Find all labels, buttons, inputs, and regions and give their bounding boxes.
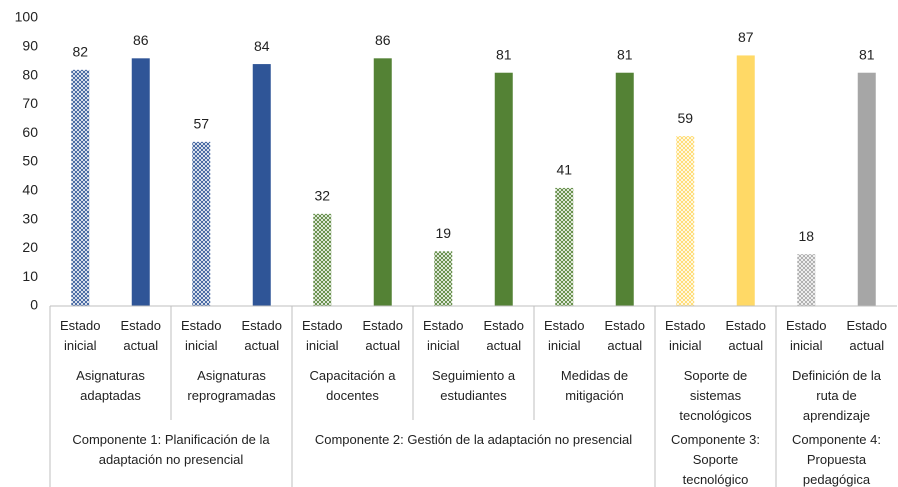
x-tick-label: Estado inicial bbox=[544, 318, 585, 353]
x-tick-label: Estado inicial bbox=[665, 318, 706, 353]
y-tick-label: 0 bbox=[30, 297, 38, 313]
bar bbox=[192, 141, 211, 306]
data-label: 87 bbox=[738, 29, 754, 45]
y-tick-label: 90 bbox=[22, 38, 38, 54]
y-tick-label: 50 bbox=[22, 153, 38, 169]
y-tick-label: 60 bbox=[22, 124, 38, 140]
x-tick-label: Estado actual bbox=[120, 318, 161, 353]
data-label: 86 bbox=[375, 32, 391, 48]
x-tick-label: Estado inicial bbox=[181, 318, 222, 353]
y-tick-label: 80 bbox=[22, 66, 38, 82]
data-label: 81 bbox=[496, 46, 512, 62]
x-tick-label: Estado actual bbox=[483, 318, 524, 353]
x-tick-label: Estado inicial bbox=[786, 318, 827, 353]
data-label: 59 bbox=[677, 110, 693, 126]
bar bbox=[555, 187, 574, 306]
y-tick-label: 10 bbox=[22, 268, 38, 284]
component-label: Componente 4: Propuesta pedagógica bbox=[792, 432, 881, 487]
bar bbox=[434, 251, 453, 306]
y-tick-label: 20 bbox=[22, 239, 38, 255]
subgroup-label: Definición de la ruta de aprendizaje bbox=[792, 368, 881, 423]
subgroup-label: Asignaturas reprogramadas bbox=[187, 368, 276, 403]
data-label: 32 bbox=[314, 188, 330, 204]
component-label: Componente 3: Soporte tecnológico bbox=[671, 432, 760, 487]
bar bbox=[71, 69, 90, 306]
bar bbox=[494, 72, 513, 306]
data-label: 81 bbox=[859, 46, 875, 62]
data-label: 18 bbox=[798, 228, 814, 244]
data-label: 86 bbox=[133, 32, 149, 48]
bar bbox=[857, 72, 876, 306]
y-tick-label: 30 bbox=[22, 210, 38, 226]
y-tick-label: 100 bbox=[15, 9, 39, 25]
subgroup-label: Medidas de mitigación bbox=[560, 368, 629, 403]
bar bbox=[252, 64, 271, 306]
subgroup-label: Asignaturas adaptadas bbox=[76, 368, 145, 403]
subgroup-label: Seguimiento a estudiantes bbox=[431, 368, 516, 403]
bar bbox=[373, 58, 392, 306]
subgroup-label: Capacitación a docentes bbox=[309, 368, 396, 403]
x-tick-label: Estado actual bbox=[604, 318, 645, 353]
bar bbox=[797, 254, 816, 306]
data-label: 82 bbox=[72, 44, 88, 60]
x-tick-label: Estado actual bbox=[725, 318, 766, 353]
x-tick-label: Estado actual bbox=[362, 318, 403, 353]
data-label: 57 bbox=[193, 116, 209, 132]
bar bbox=[131, 58, 150, 306]
x-tick-label: Estado inicial bbox=[302, 318, 343, 353]
y-tick-label: 40 bbox=[22, 182, 38, 198]
bar bbox=[615, 72, 634, 306]
x-tick-label: Estado actual bbox=[241, 318, 282, 353]
component-label: Componente 1: Planificación de la adapta… bbox=[72, 432, 270, 467]
x-tick-label: Estado actual bbox=[846, 318, 887, 353]
y-tick-label: 70 bbox=[22, 95, 38, 111]
data-label: 84 bbox=[254, 38, 270, 54]
bar bbox=[313, 213, 332, 306]
x-tick-label: Estado inicial bbox=[423, 318, 464, 353]
subgroup-label: Soporte de sistemas tecnológicos bbox=[679, 368, 752, 423]
data-label: 41 bbox=[556, 162, 572, 178]
component-label: Componente 2: Gestión de la adaptación n… bbox=[314, 432, 633, 447]
bar bbox=[676, 136, 695, 306]
data-label: 19 bbox=[435, 225, 451, 241]
bar bbox=[736, 55, 755, 306]
data-label: 81 bbox=[617, 46, 633, 62]
x-tick-label: Estado inicial bbox=[60, 318, 101, 353]
